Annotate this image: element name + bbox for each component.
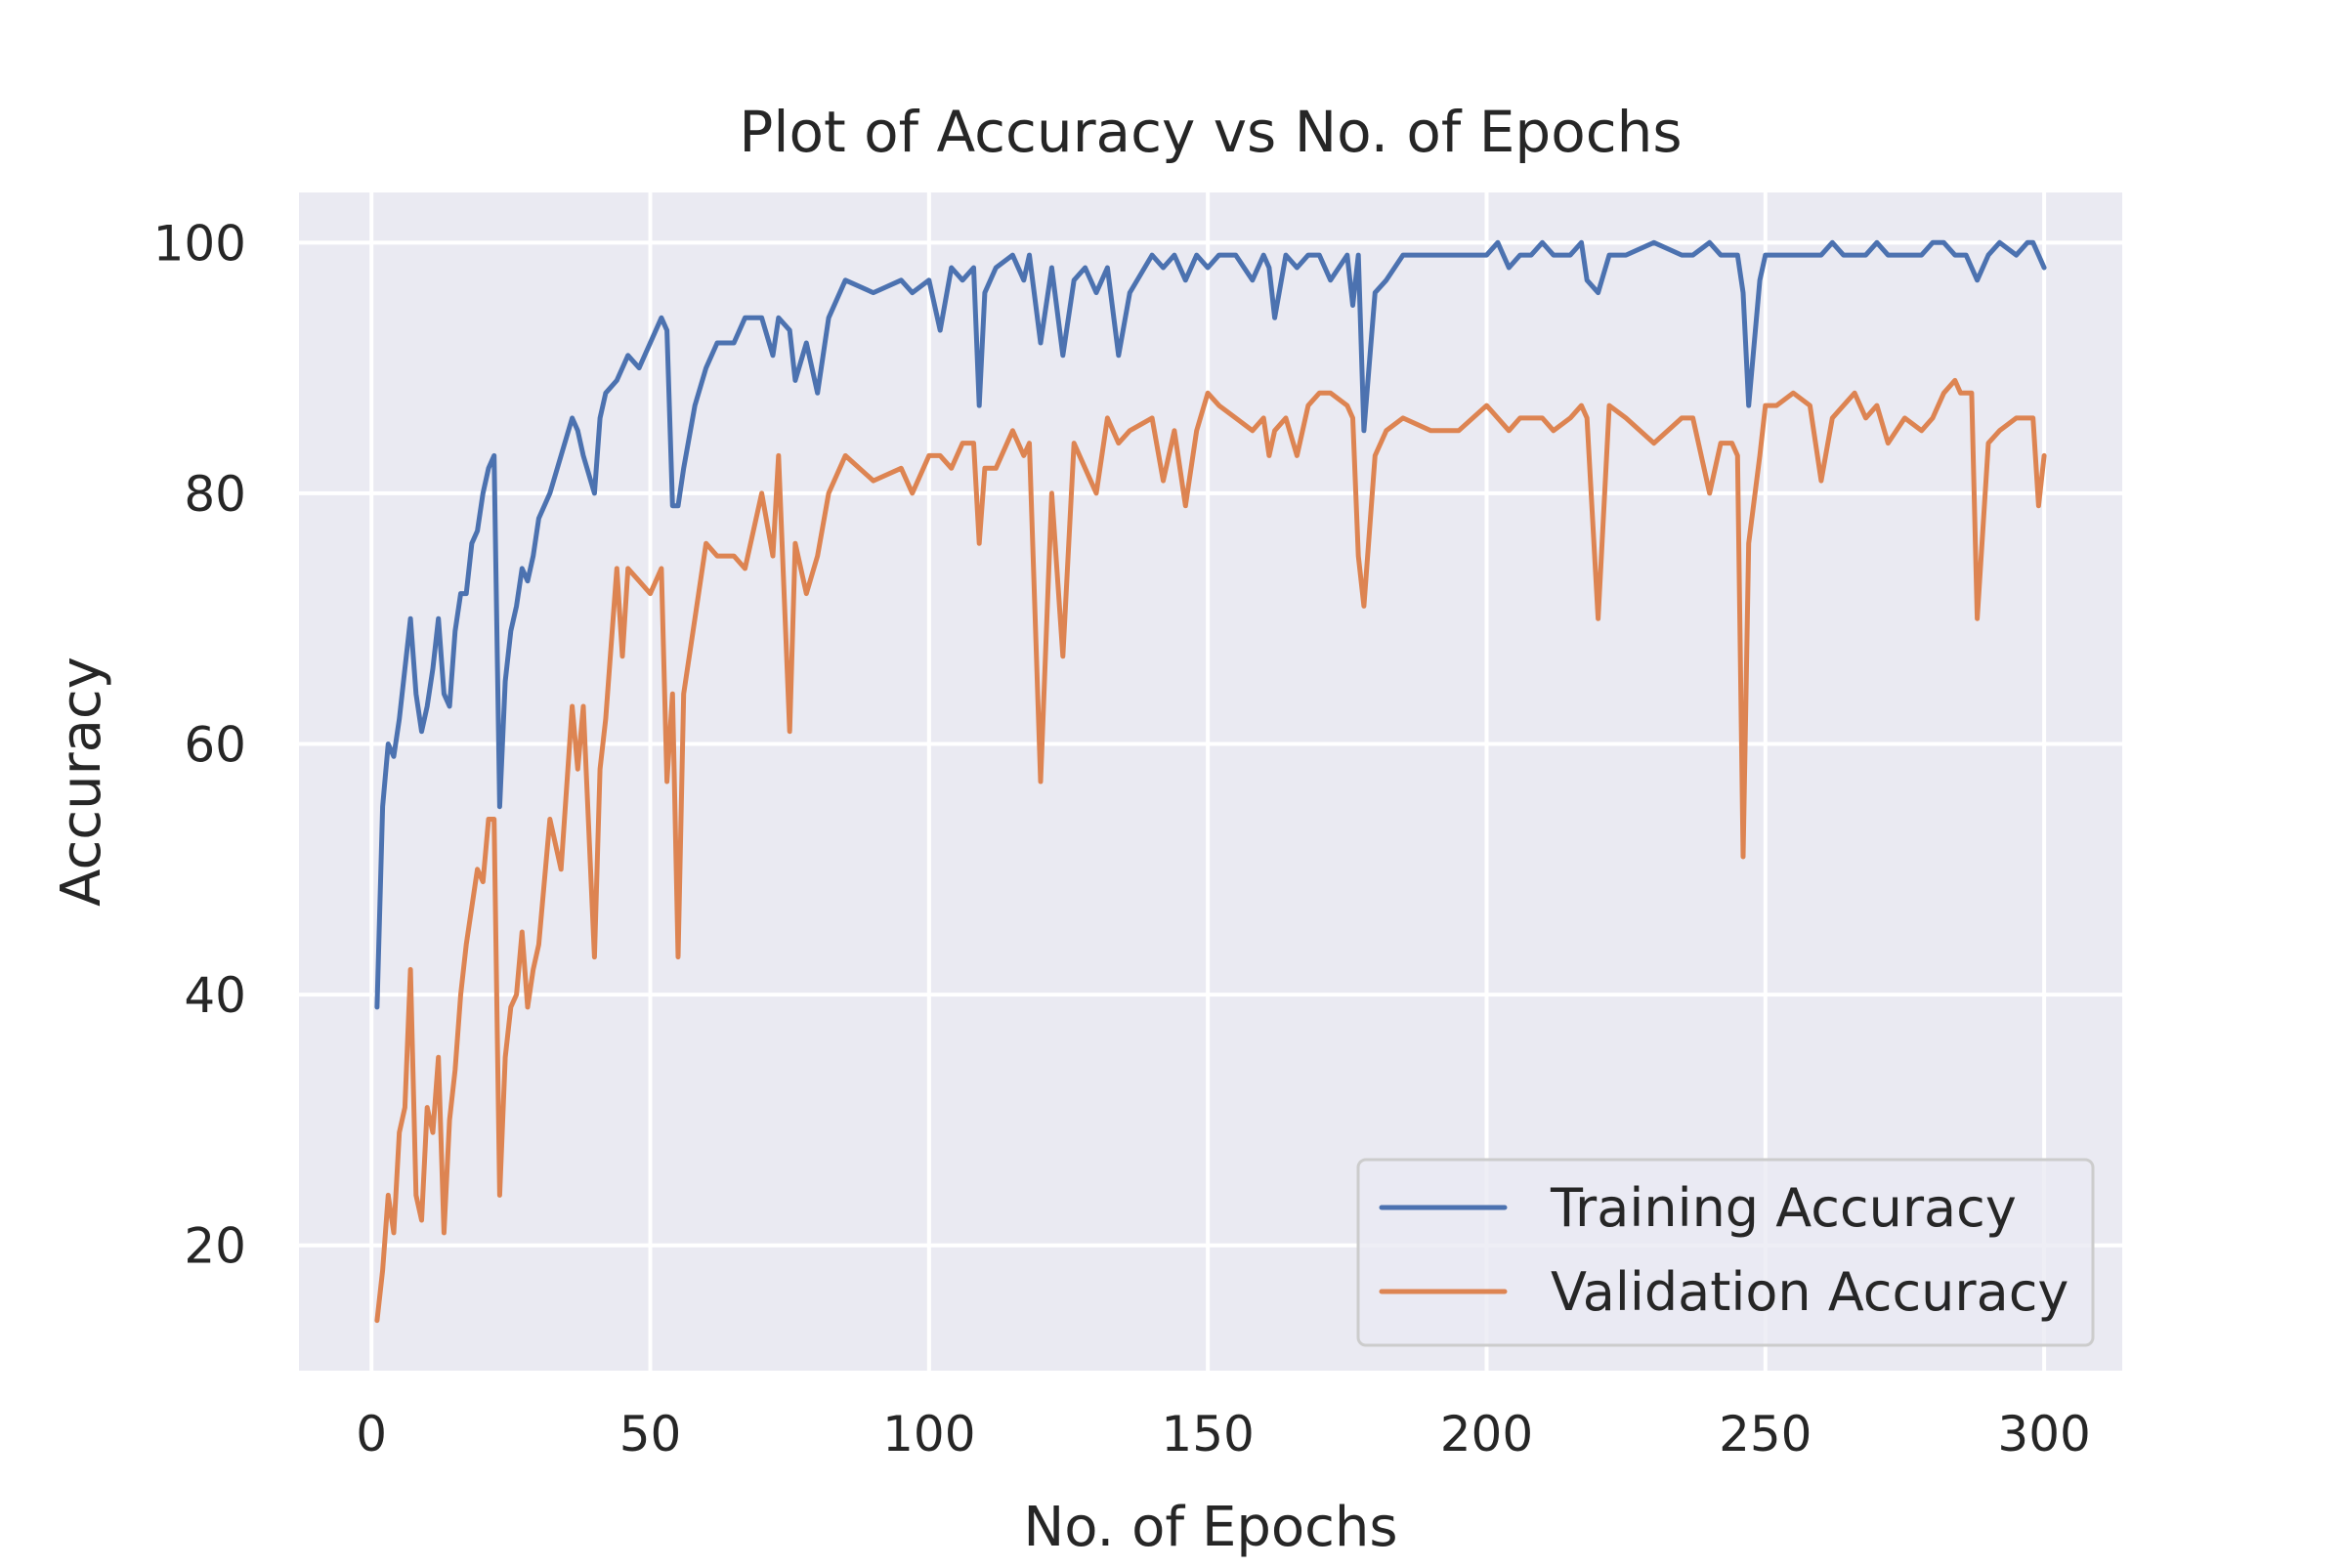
x-tick-label: 300 <box>1997 1406 2090 1462</box>
x-axis-label: No. of Epochs <box>1023 1496 1397 1559</box>
y-tick-label: 100 <box>153 215 246 272</box>
x-tick-label: 100 <box>882 1406 975 1462</box>
x-tick-label: 150 <box>1161 1406 1254 1462</box>
series-line-training-accuracy <box>374 239 2047 1010</box>
y-tick-label: 80 <box>184 466 246 523</box>
y-axis-label: Accuracy <box>50 657 113 907</box>
grid-lines <box>299 192 2122 1371</box>
legend-label-validation-accuracy: Validation Accuracy <box>1551 1261 2068 1323</box>
data-series <box>374 239 2047 1324</box>
y-tick-label: 60 <box>184 717 246 774</box>
legend-label-training-accuracy: Training Accuracy <box>1550 1177 2017 1239</box>
x-tick-label: 0 <box>356 1406 387 1462</box>
chart-title: Plot of Accuracy vs No. of Epochs <box>739 99 1682 165</box>
x-tick-label: 50 <box>619 1406 682 1462</box>
legend-box <box>1356 1158 2095 1347</box>
x-tick-label: 250 <box>1719 1406 1812 1462</box>
y-tick-label: 40 <box>184 967 246 1024</box>
x-tick-label: 200 <box>1440 1406 1533 1462</box>
y-tick-label: 20 <box>184 1218 246 1275</box>
tick-labels: 0 50 100 150 200 250 300 20 40 60 80 100 <box>153 215 2091 1462</box>
series-line-validation-accuracy <box>374 377 2047 1324</box>
legend: Training Accuracy Validation Accuracy <box>1356 1158 2095 1347</box>
